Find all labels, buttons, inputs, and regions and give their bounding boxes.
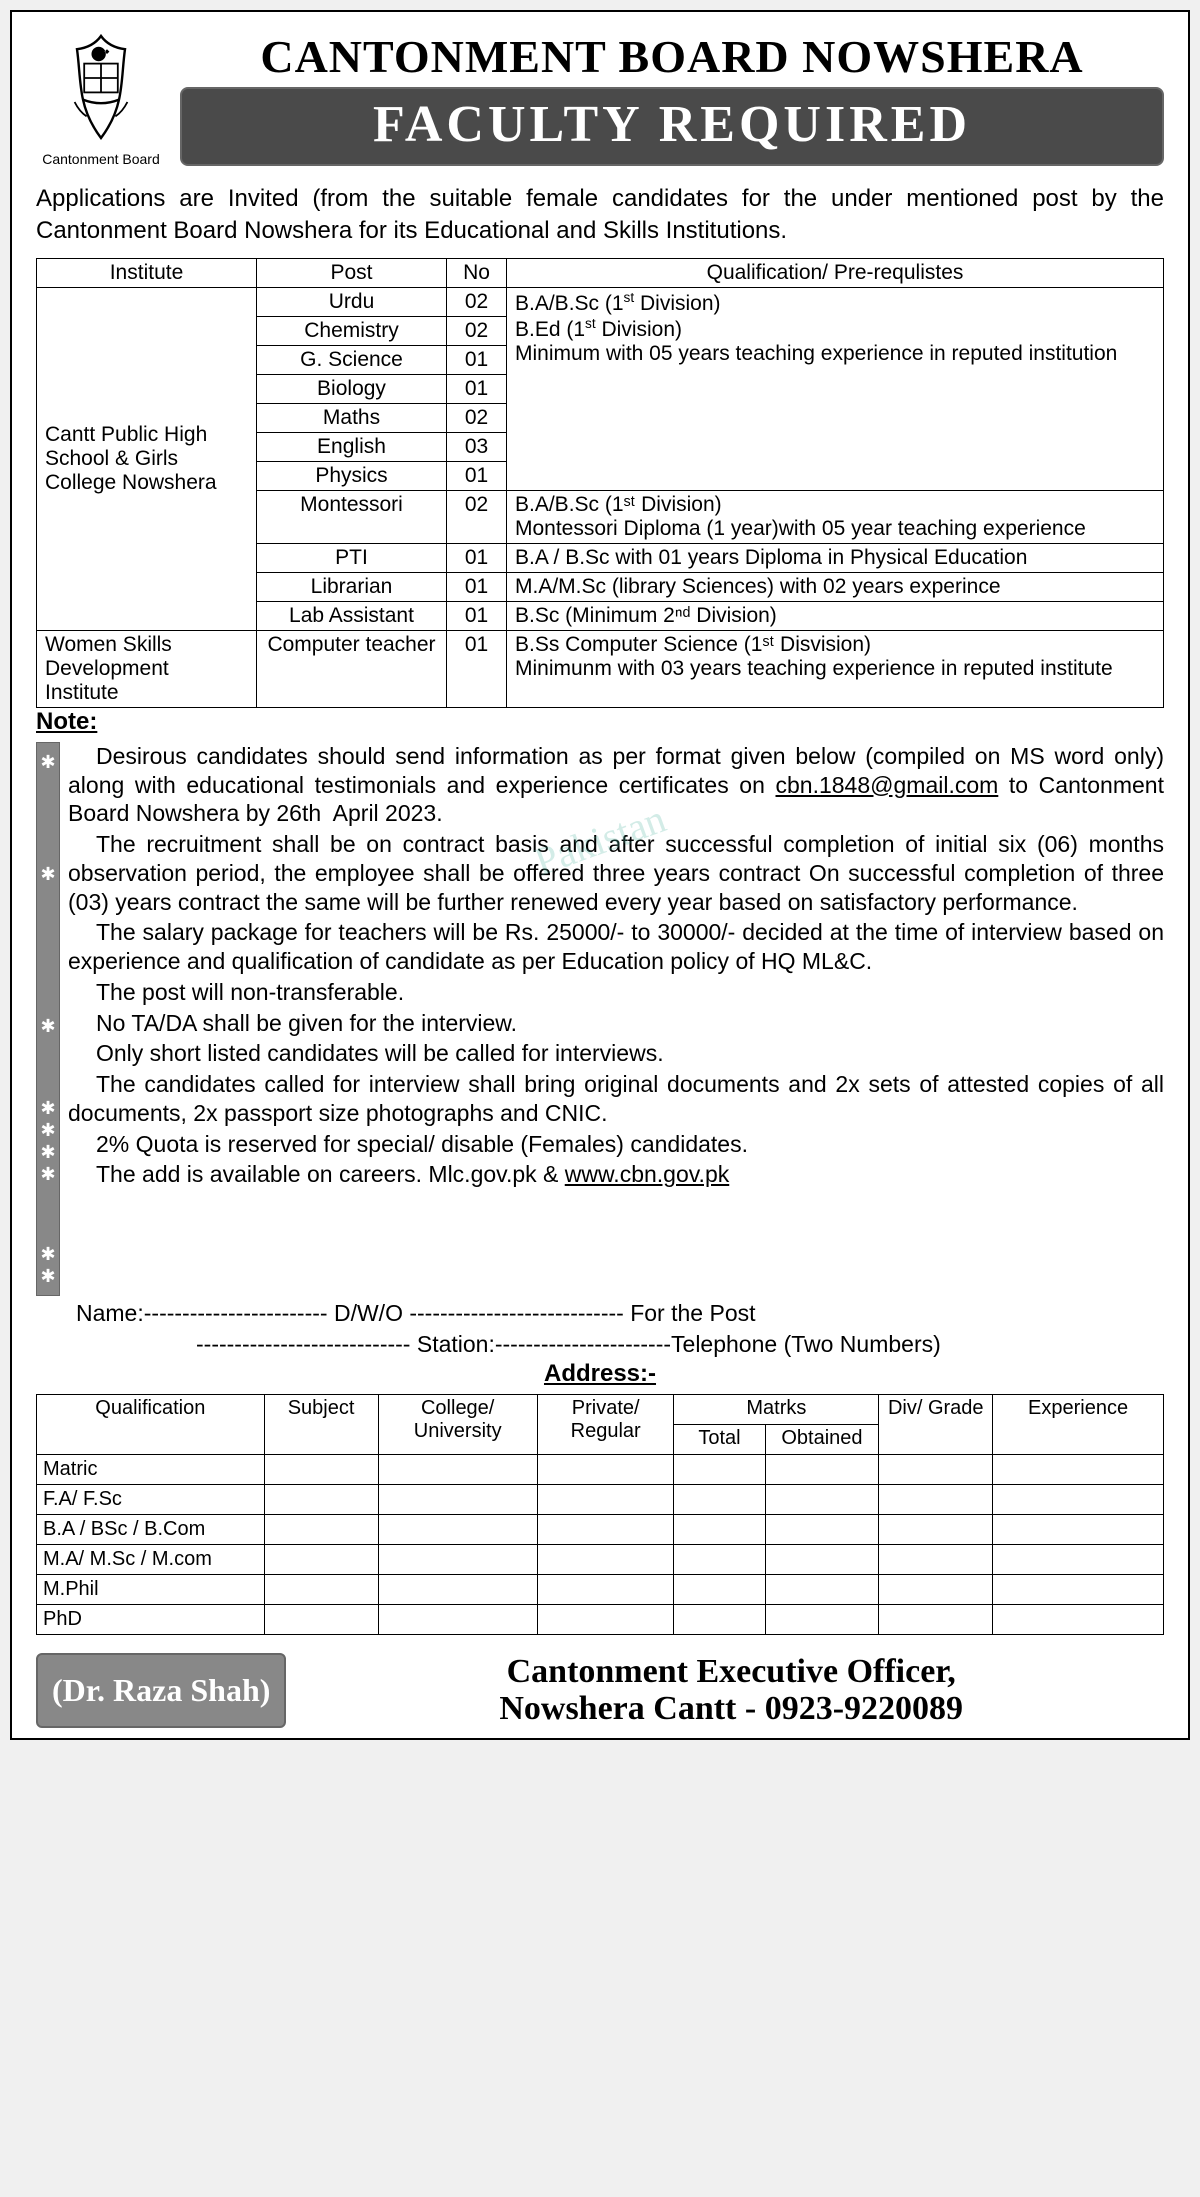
header: Cantonment Board CANTONMENT BOARD NOWSHE… (36, 30, 1164, 167)
note-item: The candidates called for interview shal… (68, 1070, 1164, 1128)
address-label: Address:- (36, 1360, 1164, 1388)
qual-row: PhD (37, 1604, 1164, 1634)
emblem-caption: Cantonment Board (36, 151, 166, 167)
bullet-icon: ✱ (40, 1015, 55, 1037)
footer-contact: Cantonment Executive Officer, Nowshera C… (298, 1653, 1164, 1728)
note-item: No TA/DA shall be given for the intervie… (68, 1009, 1164, 1038)
form-line-1: Name:------------------------ D/W/O ----… (76, 1300, 1164, 1327)
col-qual: Qualification/ Pre-requlistes (507, 258, 1164, 287)
institute-2: Women Skills Development Institute (37, 630, 257, 707)
qual-row: Matric (37, 1454, 1164, 1484)
note-item: The post will non-transferable. (68, 978, 1164, 1007)
qual-header-row: Qualification Subject College/ Universit… (37, 1394, 1164, 1424)
qual-montessori: B.A/B.Sc (1ˢᵗ Division) Montessori Diplo… (507, 490, 1164, 543)
bullet-icon: ✱ (40, 1243, 55, 1265)
notes-body: Desirous candidates should send informat… (68, 742, 1164, 1296)
org-title: CANTONMENT BOARD NOWSHERA (180, 30, 1164, 83)
jobs-table: Institute Post No Qualification/ Pre-req… (36, 258, 1164, 708)
signatory-pill: (Dr. Raza Shah) (36, 1653, 286, 1728)
job-advertisement-page: Cantonment Board CANTONMENT BOARD NOWSHE… (10, 10, 1190, 1740)
post: Urdu (257, 287, 447, 316)
faculty-banner: FACULTY REQUIRED (180, 87, 1164, 166)
note-item: Desirous candidates should send informat… (68, 742, 1164, 828)
bullet-icon: ✱ (40, 1119, 55, 1141)
note-label: Note: (36, 708, 102, 736)
bullet-icon: ✱ (40, 1141, 55, 1163)
qual-row: M.A/ M.Sc / M.com (37, 1544, 1164, 1574)
col-post: Post (257, 258, 447, 287)
emblem-block: Cantonment Board (36, 30, 166, 167)
intro-text: Applications are Invited (from the suita… (36, 183, 1164, 248)
form-line-2: ---------------------------- Station:---… (196, 1331, 1164, 1358)
qual-row: M.Phil (37, 1574, 1164, 1604)
qual-group1: B.A/B.Sc (1st Division) B.Ed (1st Divisi… (507, 287, 1164, 490)
email-link[interactable]: cbn.1848@gmail.com (776, 772, 999, 798)
bullet-icon: ✱ (40, 863, 55, 885)
qual-row: F.A/ F.Sc (37, 1484, 1164, 1514)
note-item: 2% Quota is reserved for special/ disabl… (68, 1130, 1164, 1159)
table-row: Women Skills Development Institute Compu… (37, 630, 1164, 707)
note-item: The recruitment shall be on contract bas… (68, 830, 1164, 916)
note-item: The add is available on careers. Mlc.gov… (68, 1160, 1164, 1189)
website-link[interactable]: www.cbn.gov.pk (565, 1161, 729, 1187)
table-row: Cantt Public High School & Girls College… (37, 287, 1164, 316)
header-titles: CANTONMENT BOARD NOWSHERA FACULTY REQUIR… (180, 30, 1164, 166)
note-item: The salary package for teachers will be … (68, 918, 1164, 976)
table-header-row: Institute Post No Qualification/ Pre-req… (37, 258, 1164, 287)
state-emblem-icon (41, 30, 161, 150)
bullets-column: ✱ ✱ ✱ ✱ ✱ ✱ ✱ ✱ ✱ (36, 742, 60, 1296)
bullet-icon: ✱ (40, 751, 55, 773)
bullet-icon: ✱ (40, 1097, 55, 1119)
col-no: No (447, 258, 507, 287)
col-institute: Institute (37, 258, 257, 287)
no: 02 (447, 287, 507, 316)
qual-row: B.A / BSc / B.Com (37, 1514, 1164, 1544)
qualification-table: Qualification Subject College/ Universit… (36, 1394, 1164, 1635)
note-item: Only short listed candidates will be cal… (68, 1039, 1164, 1068)
notes-section: ✱ ✱ ✱ ✱ ✱ ✱ ✱ ✱ ✱ Desirous candidates sh… (36, 742, 1164, 1296)
institute-1: Cantt Public High School & Girls College… (37, 287, 257, 630)
bullet-icon: ✱ (40, 1163, 55, 1185)
footer: (Dr. Raza Shah) Cantonment Executive Off… (36, 1653, 1164, 1728)
bullet-icon: ✱ (40, 1265, 55, 1287)
